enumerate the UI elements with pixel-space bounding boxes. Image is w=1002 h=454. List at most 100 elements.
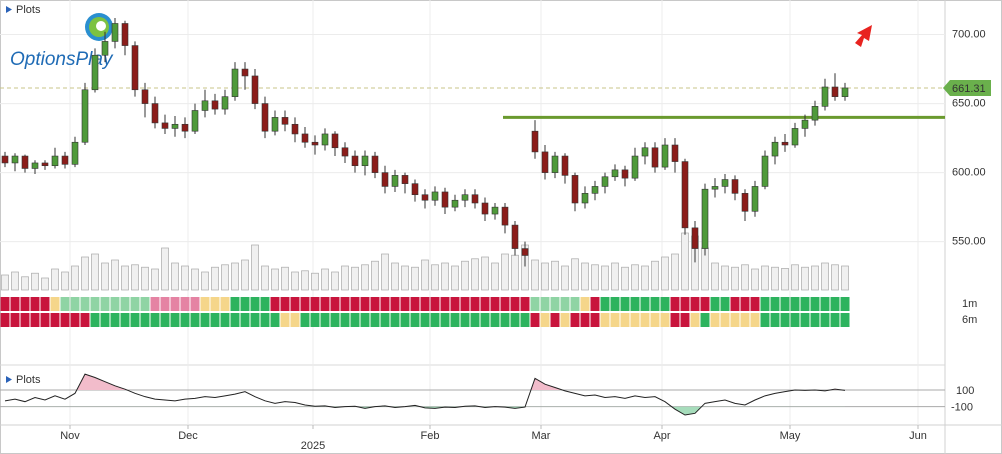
x-tick-label: 2025	[301, 440, 325, 452]
heatmap-cell	[80, 297, 90, 311]
candle-body	[601, 176, 609, 187]
candle-body	[261, 103, 269, 132]
heatmap-cell	[210, 297, 220, 311]
candle-body	[641, 147, 649, 157]
volume-bar	[651, 260, 659, 291]
heatmap-cell	[700, 297, 710, 311]
candle-body	[841, 87, 849, 97]
heatmap-cell	[640, 313, 650, 327]
volume-bar	[121, 265, 129, 291]
volume-bar	[751, 268, 759, 291]
heatmap-cell	[100, 313, 110, 327]
heatmap-cell	[60, 313, 70, 327]
volume-bar	[491, 262, 499, 291]
heatmap-cell	[190, 297, 200, 311]
heatmap-label: 1m	[962, 298, 977, 310]
heatmap-cell	[220, 297, 230, 311]
candle-body	[191, 110, 199, 132]
heatmap-cell	[500, 313, 510, 327]
candle-body	[541, 151, 549, 173]
volume-bar	[191, 268, 199, 291]
volume-bar	[91, 253, 99, 291]
heatmap-cell	[620, 297, 630, 311]
heatmap-cell	[270, 313, 280, 327]
heatmap-cell	[780, 313, 790, 327]
osc-line	[4, 373, 846, 416]
heatmap-cell	[570, 313, 580, 327]
heatmap-cell	[730, 313, 740, 327]
osc-tick-label: -100	[951, 402, 973, 414]
heatmap-cell	[730, 297, 740, 311]
volume-bar	[471, 258, 479, 291]
heatmap-cell	[190, 313, 200, 327]
volume-bar	[841, 265, 849, 291]
heatmap-cell	[520, 313, 530, 327]
volume-bar	[351, 266, 359, 291]
volume-bar	[311, 272, 319, 291]
candle-body	[391, 175, 399, 187]
collapse-icon[interactable]	[6, 376, 12, 383]
heatmap-cell	[660, 313, 670, 327]
panel-title[interactable]: Plots	[16, 374, 41, 386]
x-tick-label: Jun	[909, 430, 927, 442]
heatmap-cell	[510, 313, 520, 327]
heatmap-cell	[50, 313, 60, 327]
heatmap-cell	[660, 297, 670, 311]
heatmap-cell	[710, 297, 720, 311]
candle-body	[231, 68, 239, 97]
heatmap-cell	[700, 313, 710, 327]
volume-bar	[211, 266, 219, 291]
candle-body	[581, 193, 589, 204]
volume-bar	[421, 259, 429, 291]
candle-body	[741, 193, 749, 212]
candle-body	[811, 106, 819, 121]
candle-body	[381, 172, 389, 187]
heatmap-cell	[320, 313, 330, 327]
heatmap-cell	[610, 313, 620, 327]
heatmap-cell	[10, 297, 20, 311]
heatmap-cell	[290, 313, 300, 327]
volume-bar	[761, 265, 769, 291]
volume-bar	[661, 256, 669, 291]
heatmap-cell	[600, 297, 610, 311]
candle-body	[611, 169, 619, 178]
candle-body	[11, 155, 19, 164]
y-tick-label: 600.00	[952, 167, 986, 179]
heatmap-cell	[40, 313, 50, 327]
volume-bar	[581, 262, 589, 291]
heatmap-cell	[750, 313, 760, 327]
volume-bar	[541, 262, 549, 291]
heatmap-cell	[410, 313, 420, 327]
heatmap-cell	[830, 297, 840, 311]
heatmap-cell	[780, 297, 790, 311]
collapse-icon[interactable]	[6, 6, 12, 13]
candle-body	[81, 89, 89, 143]
candle-body	[211, 100, 219, 110]
volume-bar	[391, 262, 399, 291]
heatmap-cell	[320, 297, 330, 311]
heatmap-cell	[340, 297, 350, 311]
heatmap-cell	[720, 313, 730, 327]
volume-bar	[481, 256, 489, 291]
heatmap-cell	[20, 297, 30, 311]
candle-body	[521, 248, 529, 256]
heatmap-cell	[810, 313, 820, 327]
heatmap-cell	[180, 297, 190, 311]
candle-body	[761, 155, 769, 187]
candle-body	[511, 224, 519, 249]
candle-body	[661, 144, 669, 168]
x-tick-label: Mar	[532, 430, 551, 442]
candle-body	[51, 155, 59, 167]
volume-bar	[821, 262, 829, 291]
heatmap-cell	[470, 297, 480, 311]
panel-title[interactable]: Plots	[16, 4, 41, 16]
candle-body	[551, 155, 559, 173]
candle-body	[351, 155, 359, 167]
heatmap-cell	[170, 313, 180, 327]
heatmap-cell	[400, 297, 410, 311]
candle-body	[431, 191, 439, 201]
candle-body	[651, 147, 659, 168]
heatmap-cell	[350, 297, 360, 311]
heatmap-cell	[590, 297, 600, 311]
